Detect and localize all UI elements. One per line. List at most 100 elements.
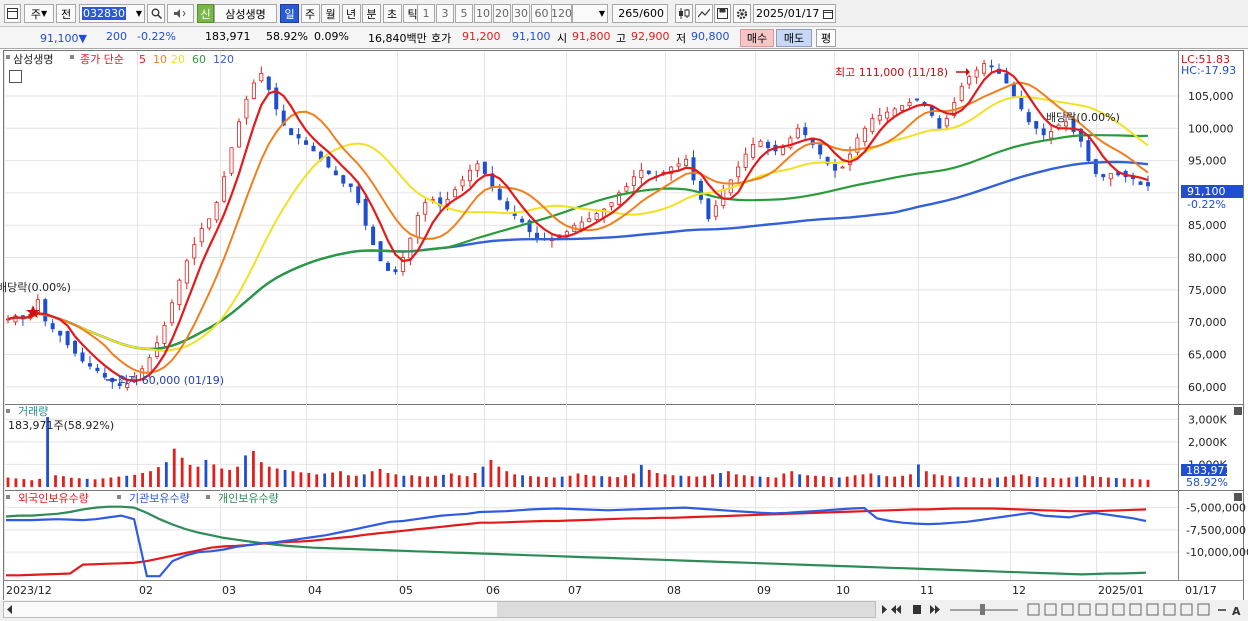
volume-bar	[798, 474, 802, 487]
interval-120[interactable]: 120	[551, 4, 572, 23]
volume-bar	[188, 464, 192, 487]
window-icon[interactable]	[4, 4, 21, 23]
candle-body	[43, 299, 48, 322]
interval-3[interactable]: 3	[436, 4, 454, 23]
x-axis-label: 02	[139, 584, 153, 597]
volume-bar	[1138, 479, 1142, 487]
eval-button[interactable]: 평	[816, 29, 836, 47]
candle-body	[862, 127, 867, 143]
candle-body	[907, 102, 912, 107]
stock-chart[interactable]: 2023/12 02 03 04 05 06 07 08 09 10 11 12 2025/01 01/1…	[0, 49, 1248, 621]
interval-1[interactable]: 1	[417, 4, 435, 23]
chart-frame	[3, 50, 1244, 604]
calendar-icon	[823, 9, 833, 19]
current-change-label: -0.22%	[1187, 198, 1226, 211]
stock-name-badge[interactable]: 신	[197, 4, 214, 23]
interval-20[interactable]: 20	[493, 4, 511, 23]
volume-bar	[1122, 478, 1126, 487]
candle-body	[199, 228, 204, 243]
period-tab-3[interactable]: 년	[341, 4, 361, 23]
quote-bar: 91,100 ▼ 200 -0.22% 183,971 58.92% 0.09% …	[0, 27, 1248, 49]
date-field[interactable]: 2025/01/17	[753, 4, 836, 23]
save-icon[interactable]	[714, 4, 731, 23]
candle-body	[870, 118, 875, 133]
volume-bar	[125, 475, 129, 487]
x-axis-label: 2025/01	[1098, 584, 1144, 597]
lc-label: LC:51.83	[1181, 53, 1230, 66]
volume-bar	[331, 472, 334, 487]
volume-bar	[339, 471, 342, 487]
candle-body	[967, 76, 972, 85]
volume-bar	[362, 474, 366, 487]
volume-bar	[77, 478, 81, 487]
candle-body	[803, 127, 808, 136]
period-tab-5[interactable]: 초	[382, 4, 402, 23]
stock-code-input[interactable]: 032830 ▼	[79, 4, 145, 23]
dividend-annotation-right: 배당락(0.00%)	[1046, 111, 1120, 124]
volume-bar	[481, 466, 485, 487]
candle-body	[579, 221, 584, 230]
speaker-icon[interactable]	[167, 4, 194, 23]
volume-bar	[703, 475, 707, 487]
volume-bar	[1067, 477, 1071, 487]
count-field[interactable]: 265/600	[612, 4, 668, 23]
volume-bar	[220, 468, 224, 487]
candle-body	[788, 137, 793, 149]
candle-type-icon[interactable]	[675, 4, 693, 23]
volume-bar	[727, 471, 730, 487]
volume-bar	[85, 478, 89, 487]
sell-button[interactable]: 매도	[776, 29, 812, 47]
ma10-line	[7, 81, 1149, 374]
interval-30[interactable]: 30	[512, 4, 530, 23]
candle-body	[624, 186, 629, 192]
candle-body	[467, 169, 472, 182]
volume-bar	[576, 473, 580, 487]
x-axis-label: 10	[836, 584, 850, 597]
period-tab-1[interactable]: 주	[300, 4, 320, 23]
interval-select[interactable]: ▼	[572, 4, 608, 23]
mode-select[interactable]: 주 ▼	[24, 4, 54, 23]
tool-icon-3	[1078, 603, 1091, 616]
volume-bar	[624, 475, 627, 487]
legend-ma-5: 5	[139, 53, 146, 66]
legend-square	[6, 55, 10, 59]
volume-bar	[616, 477, 619, 487]
candle-body	[676, 163, 681, 167]
volume-bar	[584, 474, 588, 487]
period-tab-4[interactable]: 분	[362, 4, 381, 23]
count-value: 265	[618, 7, 640, 20]
panel-close-icon	[1234, 407, 1242, 415]
candle-body	[259, 72, 264, 82]
volume-bar	[1114, 477, 1118, 487]
interval-10[interactable]: 10	[474, 4, 492, 23]
search-icon[interactable]	[147, 4, 165, 23]
volume-bar	[109, 477, 113, 487]
volume-bar	[394, 474, 398, 487]
candle-body	[982, 63, 987, 74]
candle-body	[1041, 128, 1046, 136]
chevron-down-icon: ▼	[40, 9, 48, 18]
candle-body	[1101, 174, 1106, 178]
x-axis-last-date: 01/17	[1185, 584, 1217, 597]
buy-button[interactable]: 매수	[740, 29, 774, 47]
candle-body	[535, 232, 540, 239]
volume-bar	[252, 450, 255, 487]
interval-5[interactable]: 5	[455, 4, 473, 23]
candle-body	[959, 85, 964, 101]
price-y-tick: 105,000	[1188, 90, 1234, 103]
settings-gear-icon[interactable]	[733, 4, 751, 23]
holding-y-tick: -7,500,000	[1186, 524, 1246, 537]
candle-body	[453, 189, 458, 198]
prev-button[interactable]: 전	[56, 4, 76, 23]
interval-60[interactable]: 60	[531, 4, 552, 23]
volume-bar	[940, 475, 944, 487]
indicator-icon[interactable]	[695, 4, 713, 23]
text-tool-icon: A	[1232, 605, 1241, 618]
period-tab-2[interactable]: 월	[321, 4, 340, 23]
candle-body	[236, 121, 241, 148]
candle-body	[1019, 95, 1024, 110]
date-value: 2025/01/17	[756, 7, 820, 20]
period-tab-0[interactable]: 일	[280, 4, 299, 23]
candle-body	[363, 198, 368, 226]
